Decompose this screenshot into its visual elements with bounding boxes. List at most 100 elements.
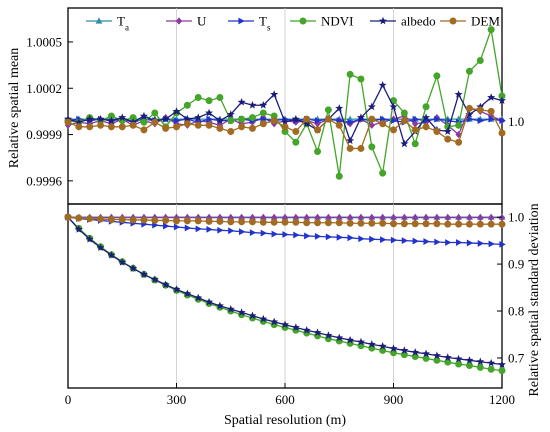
data-point-dem: [433, 220, 441, 228]
data-point-dem: [270, 117, 278, 125]
data-point-dem: [227, 127, 235, 135]
data-point-ndvi: [259, 109, 267, 117]
legend-marker: [379, 16, 387, 25]
data-point-dem: [357, 219, 365, 227]
y-tick-label: 0.7: [508, 350, 525, 365]
legend-label: DEM: [471, 14, 500, 29]
data-point-dem: [465, 220, 473, 228]
data-point-ts: [260, 229, 268, 237]
top-y-axis-label: Relative spatial mean: [7, 48, 22, 169]
data-point-ts: [239, 228, 246, 236]
data-point-dem: [368, 219, 376, 227]
data-point-ndvi: [335, 172, 343, 180]
data-point-ndvi: [487, 26, 495, 34]
data-point-dem: [151, 216, 159, 224]
data-point-albedo: [487, 358, 496, 367]
legend-label: Ts: [259, 14, 271, 33]
y-tick-label: 1.0005: [26, 34, 62, 49]
data-point-albedo: [443, 353, 452, 361]
data-point-ndvi: [238, 115, 246, 123]
data-point-dem: [379, 120, 387, 128]
data-point-dem: [140, 216, 148, 224]
series-albedo: [64, 80, 506, 148]
data-point-dem: [107, 215, 115, 223]
data-point-u: [444, 214, 451, 222]
data-point-ndvi: [498, 367, 506, 375]
data-point-albedo: [378, 80, 387, 89]
data-point-dem: [118, 123, 126, 131]
data-point-ndvi: [422, 103, 430, 111]
data-point-albedo: [346, 136, 355, 145]
data-point-ndvi: [400, 109, 408, 117]
data-point-albedo: [356, 337, 365, 346]
data-point-ts: [434, 238, 441, 246]
data-point-dem: [259, 120, 267, 128]
data-point-albedo: [107, 250, 116, 259]
data-point-dem: [86, 215, 94, 223]
data-point-albedo: [248, 101, 257, 109]
data-point-albedo: [85, 114, 94, 123]
data-point-dem: [314, 219, 322, 227]
data-point-dem: [411, 220, 419, 228]
legend-label-subscript: a: [125, 23, 129, 33]
data-point-u: [368, 214, 375, 222]
data-point-albedo: [96, 114, 105, 123]
data-point-albedo: [259, 101, 268, 109]
data-point-albedo: [259, 314, 268, 323]
data-point-albedo: [411, 348, 420, 356]
top-right-tick-label: 1.0: [508, 114, 524, 129]
data-point-ts: [390, 236, 398, 244]
data-point-dem: [455, 220, 463, 228]
data-point-dem: [433, 127, 441, 135]
bottom-y-ticks: 0.7 0.8 0.9 1.0: [497, 210, 525, 365]
data-point-ts: [499, 240, 506, 248]
legend-label-subscript: s: [267, 23, 271, 33]
data-point-dem: [346, 144, 354, 152]
data-point-u: [477, 214, 484, 222]
data-point-dem: [205, 121, 213, 129]
data-point-ts: [173, 117, 181, 125]
data-point-u: [401, 214, 408, 222]
data-point-u: [433, 214, 441, 222]
data-point-dem: [97, 121, 105, 129]
data-point-ts: [401, 237, 409, 245]
legend-item-ndvi: NDVI: [290, 14, 354, 29]
data-point-albedo: [172, 285, 181, 293]
data-point-ts: [347, 118, 354, 126]
data-point-ts: [293, 231, 300, 239]
data-point-ts: [217, 226, 224, 234]
data-point-dem: [324, 115, 332, 123]
data-point-albedo: [281, 118, 289, 126]
data-point-albedo: [291, 114, 300, 123]
data-point-ts: [325, 233, 333, 241]
legend-marker: [238, 17, 245, 25]
data-point-dem: [259, 218, 267, 226]
legend: Ta U Ts NDVI albedo DEM: [86, 14, 500, 33]
data-point-u: [422, 214, 430, 222]
y-tick-label: 1.0: [508, 210, 524, 225]
legend-item-ta: Ta: [86, 14, 129, 33]
data-point-albedo: [465, 356, 474, 364]
data-point-albedo: [465, 110, 474, 118]
data-point-ts: [380, 236, 387, 244]
data-point-dem: [173, 217, 180, 225]
data-point-albedo: [324, 331, 333, 339]
data-point-albedo: [356, 113, 365, 121]
data-point-ts: [423, 238, 430, 245]
data-point-ts: [456, 239, 463, 246]
top-panel: 0.9996 0.9999 1.0002 1.0005 Relative spatia…: [7, 7, 524, 205]
data-point-dem: [129, 216, 137, 224]
data-point-u: [227, 214, 234, 222]
legend-item-u: U: [166, 14, 207, 29]
data-point-albedo: [118, 258, 127, 266]
data-point-dem: [86, 123, 94, 131]
y-tick-label: 0.9999: [26, 127, 62, 142]
data-point-u: [487, 214, 495, 222]
data-point-u: [303, 214, 310, 222]
data-point-ts: [477, 240, 485, 247]
data-point-dem: [151, 118, 159, 126]
data-point-albedo: [367, 340, 376, 348]
data-point-ndvi: [379, 169, 387, 177]
data-point-dem: [97, 215, 105, 223]
